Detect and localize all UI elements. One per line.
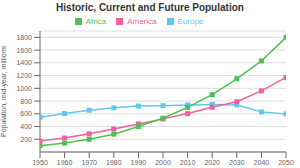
svg-text:800: 800 <box>20 98 32 105</box>
html-text:Historic, Current and Future P: Historic, Current and Future Population <box>56 2 244 13</box>
svg-text:1970: 1970 <box>81 159 97 166</box>
svg-text:400: 400 <box>20 123 32 130</box>
svg-text:1800: 1800 <box>16 34 32 41</box>
svg-text:1950: 1950 <box>32 159 48 166</box>
svg-text:2020: 2020 <box>204 159 220 166</box>
svg-text:2000: 2000 <box>155 159 171 166</box>
svg-text:1600: 1600 <box>16 47 32 54</box>
svg-text:1990: 1990 <box>131 159 147 166</box>
svg-text:2050: 2050 <box>278 159 292 166</box>
svg-text:200: 200 <box>20 136 32 143</box>
svg-text:1200: 1200 <box>16 72 32 79</box>
svg-text:2030: 2030 <box>229 159 245 166</box>
svg-text:1400: 1400 <box>16 59 32 66</box>
html-text:Europe: Europe <box>177 17 204 26</box>
svg-text:Population, mid-year, millions: Population, mid-year, millions <box>8 45 9 137</box>
svg-text:1000: 1000 <box>16 85 32 92</box>
svg-text:1980: 1980 <box>106 159 122 166</box>
svg-text:600: 600 <box>20 110 32 117</box>
svg-text:2010: 2010 <box>180 159 196 166</box>
svg-text:2040: 2040 <box>254 159 270 166</box>
html-text:America: America <box>127 17 157 26</box>
svg-text:1960: 1960 <box>57 159 73 166</box>
html-text:Africa: Africa <box>85 17 107 26</box>
